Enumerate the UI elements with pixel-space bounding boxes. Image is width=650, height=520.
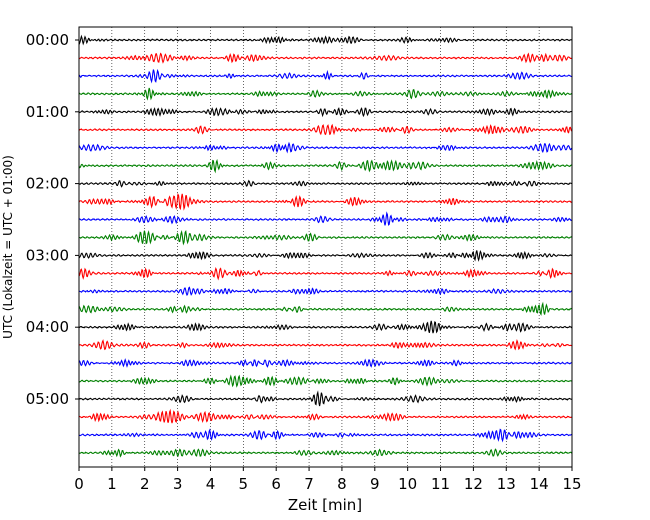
x-tick-label-8: 8 [337,475,347,493]
trace-8 [78,179,572,188]
trace-1 [78,52,572,64]
trace-16 [78,320,573,334]
y-tick-label-5: 05:00 [26,390,69,408]
trace-17 [78,339,572,351]
seismic-traces [78,34,573,458]
trace-10 [78,211,572,226]
x-tick-label-6: 6 [271,475,281,493]
y-tick-label-4: 04:00 [26,318,69,336]
trace-4 [78,107,572,118]
y-tick-label-2: 02:00 [26,175,69,193]
x-tick-label-13: 13 [497,475,516,493]
x-tick-label-9: 9 [370,475,380,493]
x-tick-label-15: 15 [562,475,581,493]
x-tick-label-5: 5 [239,475,249,493]
x-axis: 0 1 2 3 4 5 6 7 8 9 10 11 12 13 14 15 [74,467,582,493]
trace-5 [78,123,573,136]
trace-20 [78,390,572,407]
trace-19 [78,374,572,388]
x-tick-label-3: 3 [173,475,183,493]
x-tick-label-14: 14 [530,475,549,493]
trace-2 [78,68,572,84]
x-tick-label-11: 11 [431,475,450,493]
x-tick-label-0: 0 [74,475,84,493]
trace-7 [78,158,572,174]
plot-background [79,27,572,467]
y-tick-label-1: 01:00 [26,103,69,121]
x-tick-label-1: 1 [107,475,117,493]
trace-12 [78,250,572,262]
x-axis-label: Zeit [min] [288,496,362,514]
trace-18 [78,358,572,368]
y-axis: 00:00 01:00 02:00 03:00 04:00 05:00 [26,31,79,408]
trace-11 [78,230,572,246]
trace-23 [78,448,573,458]
trace-21 [78,408,572,424]
vertical-grid [111,27,540,467]
trace-6 [78,141,573,154]
y-axis-label: UTC (Lokalzeit = UTC + 01:00) [1,155,15,339]
trace-3 [78,87,573,101]
y-tick-label-0: 00:00 [26,31,69,49]
plot-frame [78,26,573,468]
trace-9 [78,192,572,211]
x-tick-label-7: 7 [304,475,314,493]
trace-15 [78,301,572,316]
y-tick-label-3: 03:00 [26,246,69,264]
trace-14 [78,286,573,297]
x-tick-label-4: 4 [206,475,216,493]
trace-22 [78,428,572,443]
x-tick-label-10: 10 [398,475,417,493]
x-tick-label-12: 12 [464,475,483,493]
trace-0 [78,34,572,46]
trace-13 [78,266,572,281]
x-tick-label-2: 2 [140,475,150,493]
